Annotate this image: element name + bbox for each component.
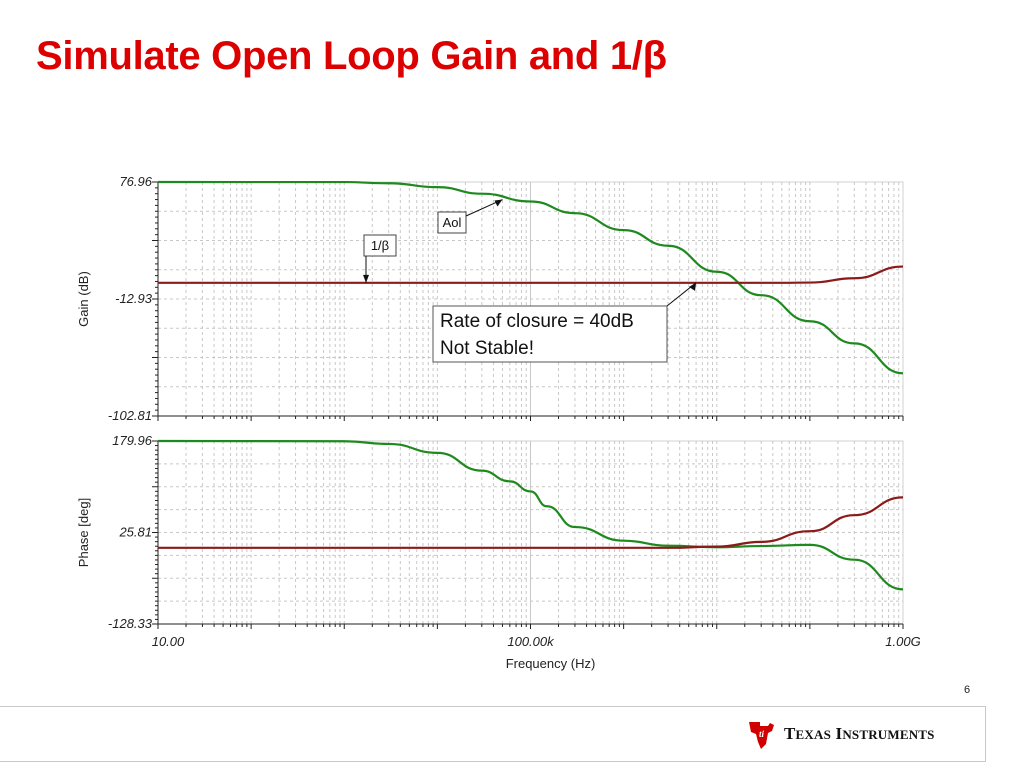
closure-label: Rate of closure = 40dB bbox=[440, 311, 634, 332]
gain-series-beta bbox=[158, 265, 904, 284]
ti-logo-icon: ti bbox=[749, 722, 774, 749]
phase-y-tick-label: -128.33 bbox=[108, 616, 153, 631]
bode-plot: 76.96 -12.93 -102.81 Gain (dB) Aol 1/β Rate of… bbox=[76, 174, 921, 671]
x-tick-label: 10.00 bbox=[152, 634, 185, 649]
stability-label: Not Stable! bbox=[440, 338, 534, 359]
phase-panel: 179.96 25.81 -128.33 Phase [deg] 10.00 100.00… bbox=[76, 433, 921, 671]
aol-label: Aol bbox=[443, 215, 462, 230]
phase-series-aol bbox=[157, 439, 904, 591]
closure-box bbox=[432, 305, 668, 363]
gain-y-tick-label: -102.81 bbox=[108, 408, 152, 423]
phase-series-beta bbox=[158, 496, 904, 549]
closure-arrow bbox=[689, 282, 696, 291]
x-tick-label: 1.00G bbox=[885, 634, 920, 649]
phase-y-tick-label: 179.96 bbox=[112, 433, 153, 448]
phase-y-axis-label: Phase [deg] bbox=[76, 498, 91, 567]
beta-label: 1/β bbox=[371, 238, 389, 253]
aol-arrow bbox=[494, 199, 503, 207]
gain-y-tick-label: 76.96 bbox=[119, 174, 152, 189]
beta-label-box bbox=[363, 234, 397, 257]
slide-title: Simulate Open Loop Gain and 1/β bbox=[36, 34, 667, 78]
ti-wordmark: TEXAS INSTRUMENTS bbox=[784, 724, 935, 743]
gain-panel: 76.96 -12.93 -102.81 Gain (dB) Aol 1/β Rate of… bbox=[76, 174, 904, 423]
footer-bar bbox=[0, 706, 986, 762]
gain-series-aol bbox=[157, 180, 904, 375]
phase-y-tick-label: 25.81 bbox=[118, 525, 152, 540]
gain-y-tick-label: -12.93 bbox=[115, 291, 153, 306]
x-tick-label: 100.00k bbox=[507, 634, 555, 649]
gain-y-axis-label: Gain (dB) bbox=[76, 271, 91, 327]
beta-arrow bbox=[363, 274, 369, 283]
x-axis-label: Frequency (Hz) bbox=[506, 656, 596, 671]
page-number: 6 bbox=[964, 684, 971, 696]
aol-label-box bbox=[437, 211, 467, 234]
svg-text:ti: ti bbox=[759, 729, 765, 739]
